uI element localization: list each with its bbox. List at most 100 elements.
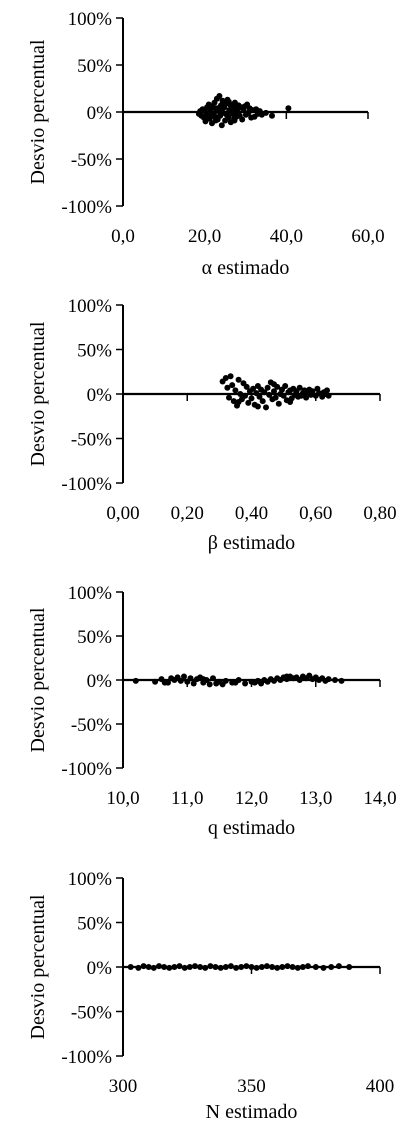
data-point — [259, 398, 266, 405]
data-point — [235, 376, 242, 383]
x-tick-label: 14,0 — [363, 788, 396, 809]
data-point — [229, 382, 236, 389]
data-point — [210, 675, 216, 682]
data-point — [264, 384, 271, 391]
y-tick-label: -50% — [71, 715, 112, 736]
data-point — [324, 387, 330, 394]
data-point — [230, 398, 237, 405]
data-point — [187, 675, 194, 682]
data-point — [224, 384, 231, 391]
data-point — [150, 964, 157, 971]
data-point — [181, 964, 188, 971]
data-point — [248, 395, 255, 402]
data-point — [176, 963, 183, 970]
data-point — [245, 109, 252, 116]
data-point — [242, 680, 249, 687]
y-tick-label: -100% — [61, 1047, 112, 1068]
x-tick-label: 400 — [366, 1076, 395, 1097]
data-point — [226, 394, 232, 401]
data-point — [284, 963, 291, 970]
chart-4: 100% 50% 0% -50% -100% 300 350 400 N estimado Des… — [27, 869, 394, 1123]
x-axis-label: N estimado — [206, 1101, 298, 1123]
x-axis-label: α estimado — [202, 257, 290, 279]
x-tick-label: 300 — [109, 1076, 138, 1097]
y-tick-label: 0% — [87, 103, 113, 124]
data-point — [177, 677, 184, 684]
data-point — [140, 963, 147, 970]
x-tick-label: 0,20 — [171, 503, 204, 524]
data-point — [207, 113, 214, 120]
x-tick-label: 0,60 — [299, 503, 332, 524]
data-point — [272, 394, 279, 401]
data-point — [289, 964, 296, 970]
data-point — [212, 117, 219, 124]
data-point — [245, 399, 252, 406]
data-point — [299, 964, 306, 970]
data-point — [282, 383, 289, 389]
data-point — [285, 105, 292, 112]
data-point — [218, 122, 225, 129]
data-point — [253, 964, 260, 971]
data-point — [206, 681, 213, 688]
data-point — [238, 964, 245, 970]
x-tick-label: 0,40 — [235, 503, 268, 524]
x-tick-label: 350 — [237, 1076, 266, 1097]
data-point — [239, 116, 246, 123]
chart-2: 100% 50% 0% -50% -100% 0,00 0,20 0,40 0,60 0,80 β … — [27, 296, 397, 554]
data-point — [212, 964, 219, 970]
data-point — [161, 679, 168, 686]
data-point — [192, 963, 198, 970]
data-point — [227, 963, 234, 970]
data-point — [274, 964, 281, 971]
data-point — [256, 393, 263, 400]
y-tick-label: -100% — [61, 197, 112, 218]
y-tick-label: 0% — [87, 385, 113, 406]
data-point — [338, 677, 345, 684]
y-tick-label: 100% — [68, 296, 113, 317]
data-point — [225, 114, 232, 121]
x-tick-label: 10,0 — [106, 788, 139, 809]
data-point — [283, 673, 290, 680]
x-tick-label: 60,0 — [351, 226, 384, 247]
data-point — [181, 673, 187, 680]
y-tick-label: -100% — [61, 474, 112, 495]
x-tick-label: 13,0 — [299, 788, 332, 809]
data-point — [225, 98, 232, 105]
data-point — [217, 964, 224, 971]
data-point — [266, 391, 273, 398]
data-point — [156, 963, 162, 970]
data-point — [171, 964, 178, 970]
data-point — [271, 388, 277, 395]
data-point — [243, 383, 250, 390]
data-point — [233, 964, 240, 971]
data-point — [243, 963, 250, 970]
data-point — [328, 964, 335, 970]
y-axis-label: Desvio percentual — [27, 39, 49, 184]
y-tick-label: 0% — [87, 958, 113, 979]
x-axis-label: q estimado — [208, 817, 295, 839]
y-tick-label: 50% — [77, 56, 112, 77]
data-point — [309, 388, 316, 395]
y-tick-label: 50% — [77, 341, 112, 362]
data-point — [231, 117, 238, 124]
x-tick-label: 0,0 — [111, 226, 135, 247]
data-point — [237, 391, 244, 397]
y-tick-label: 100% — [68, 9, 113, 30]
data-point — [250, 385, 257, 392]
data-point — [279, 964, 286, 970]
y-axis-label: Desvio percentual — [27, 607, 49, 752]
data-point — [262, 109, 269, 116]
chart-1: 100% 50% 0% -50% -100% 0,0 20,0 40,0 60,0 α estim… — [27, 9, 385, 279]
data-point — [320, 964, 327, 971]
data-point — [258, 964, 265, 970]
data-point — [232, 387, 239, 394]
y-tick-label: 100% — [68, 583, 113, 604]
data-point — [218, 107, 225, 114]
data-point — [275, 400, 282, 407]
data-point — [166, 964, 173, 971]
data-point — [332, 677, 338, 683]
y-tick-label: 50% — [77, 914, 112, 935]
data-point — [346, 964, 353, 970]
data-point — [269, 112, 275, 119]
